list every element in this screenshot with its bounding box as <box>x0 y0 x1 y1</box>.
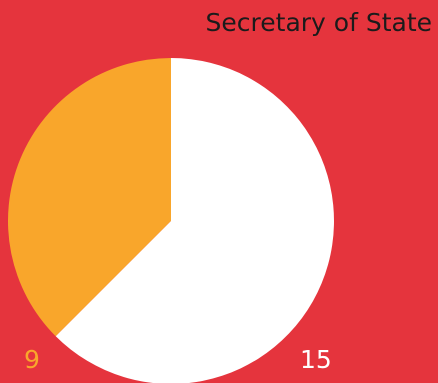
data-label-slice-2: 15 <box>300 345 332 374</box>
data-label-slice-1: 9 <box>24 345 40 374</box>
chart-title: Secretary of State <box>205 8 432 37</box>
pie-slice-1 <box>7 58 172 337</box>
pie-slice-2 <box>55 58 334 383</box>
